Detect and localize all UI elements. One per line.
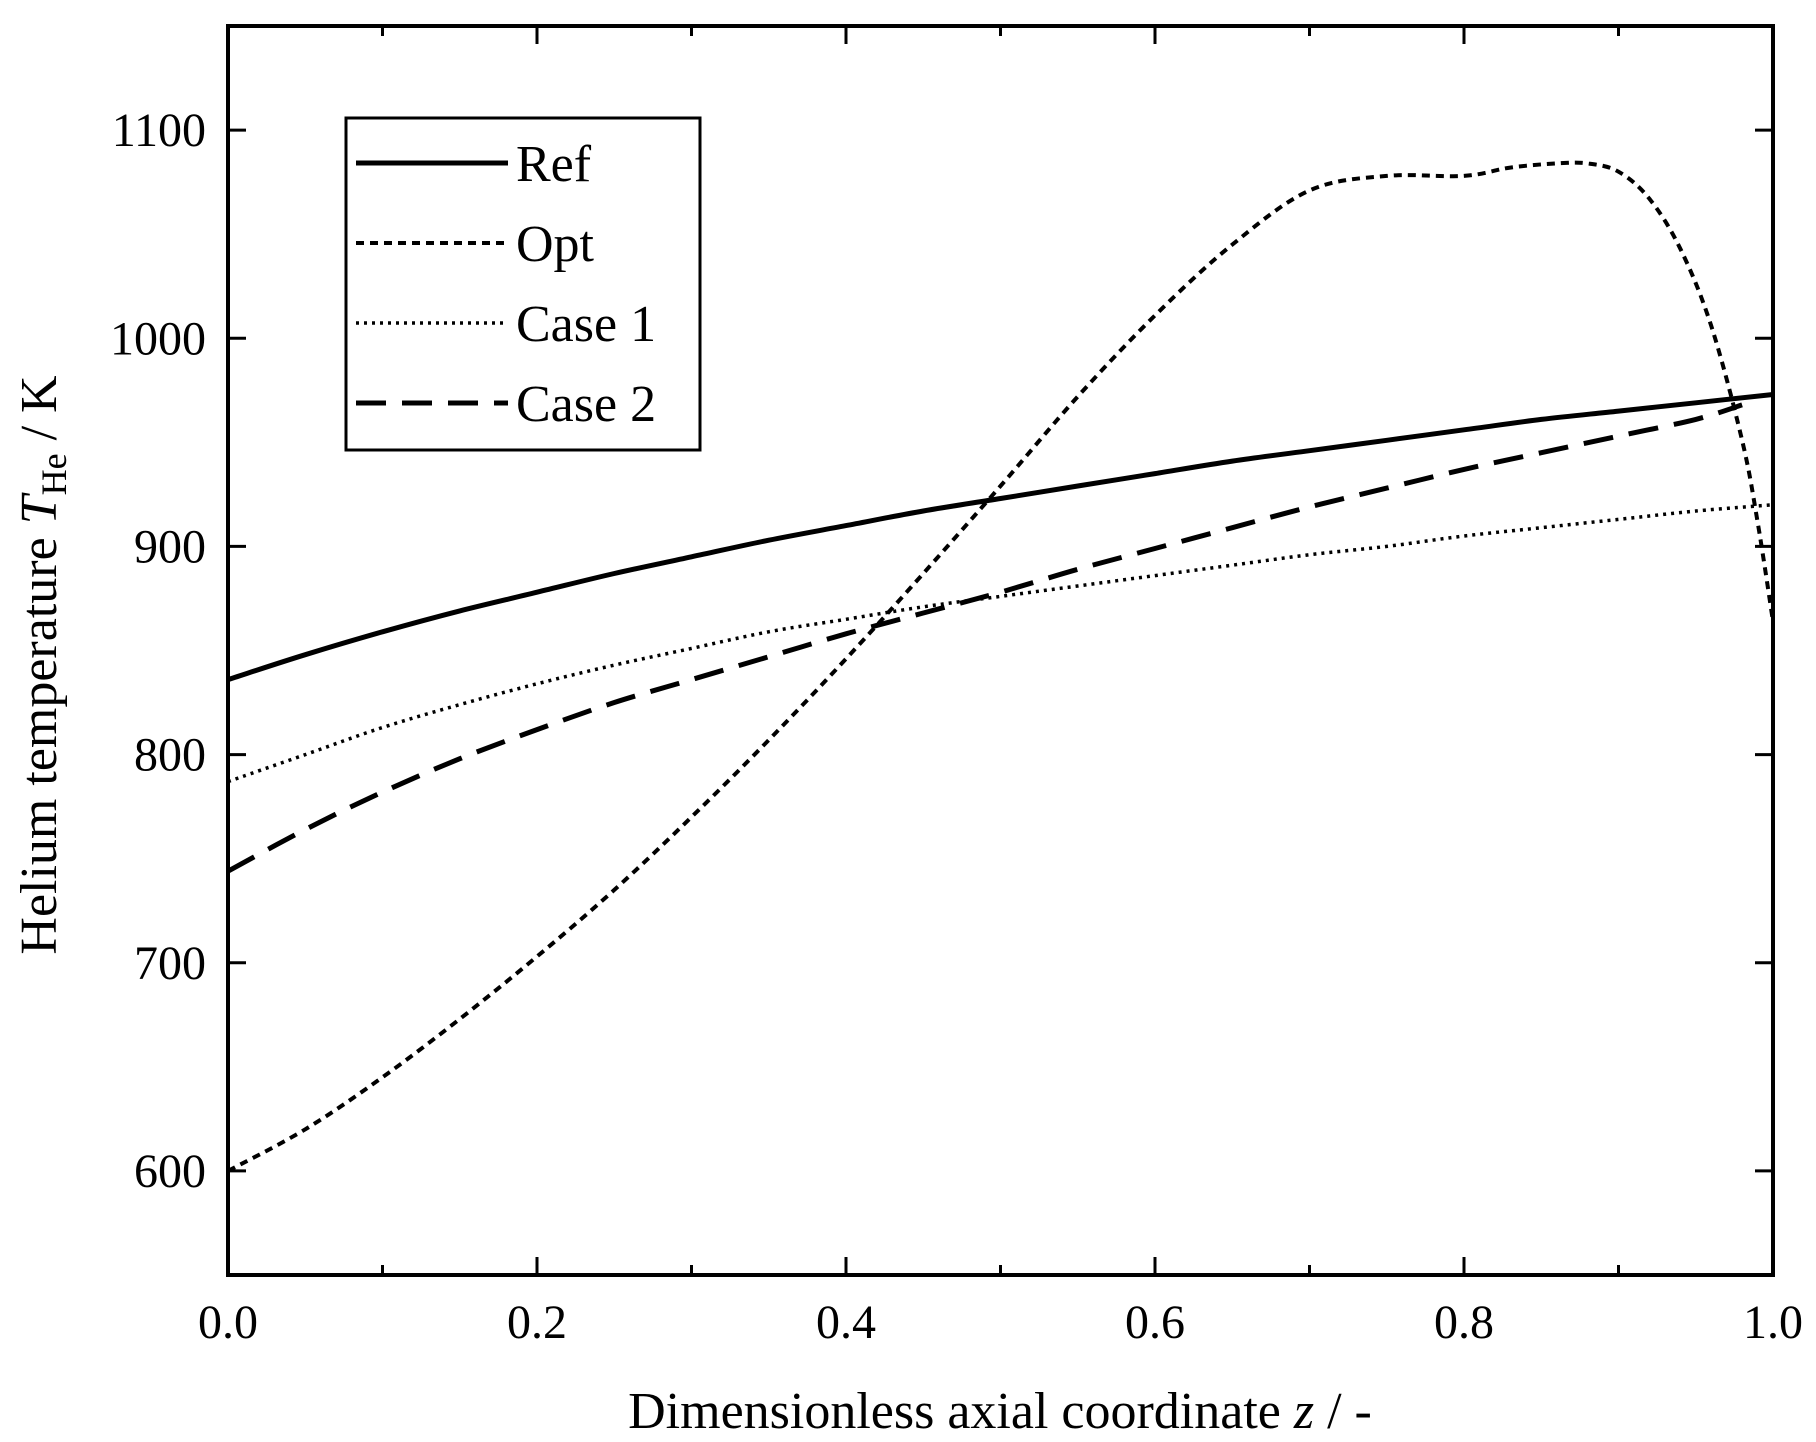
y-axis-title-subscript: He [34, 453, 74, 495]
series-line-case-1 [227, 503, 1774, 784]
series-layer [226, 160, 1775, 1173]
y-tick-label: 600 [134, 1145, 206, 1198]
x-axis-title: Dimensionless axial coordinate z / - [628, 1383, 1372, 1440]
y-tick-label: 1100 [112, 104, 206, 157]
series-line-case-2 [226, 402, 1743, 874]
legend-label-ref: Ref [516, 136, 592, 193]
y-tick-label: 900 [134, 520, 206, 573]
x-axis: 0.0 0.2 0.4 0.6 0.8 1.0 [198, 26, 1803, 1349]
legend-items: Ref Opt Case 1 Case 2 [356, 136, 656, 433]
x-tick-label: 0.8 [1434, 1296, 1494, 1349]
y-tick-label: 800 [134, 729, 206, 782]
legend: Ref Opt Case 1 Case 2 [344, 116, 702, 452]
legend-box [344, 116, 702, 452]
y-axis-title-variable: T [11, 492, 68, 524]
x-tick-label: 0.2 [507, 1296, 567, 1349]
y-axis-title-main: Helium temperature [11, 524, 68, 954]
legend-label-opt: Opt [516, 216, 595, 273]
x-tick-label: 0.0 [198, 1296, 258, 1349]
y-axis-title: Helium temperature THe / K [11, 375, 74, 955]
x-axis-title-unit: / - [1314, 1383, 1372, 1440]
y-axis-title-unit: / K [11, 375, 68, 453]
y-tick-label: 1000 [110, 312, 206, 365]
series-line-ref [227, 392, 1774, 682]
x-tick-label: 1.0 [1743, 1296, 1803, 1349]
y-axis: 600 700 800 900 1000 1100 [110, 104, 1773, 1198]
legend-label-case-2: Case 2 [516, 376, 656, 433]
series-line-opt [227, 160, 1775, 1173]
legend-label-case-1: Case 1 [516, 296, 656, 353]
y-tick-label: 700 [134, 937, 206, 990]
x-tick-label: 0.4 [816, 1296, 876, 1349]
x-axis-title-main: Dimensionless axial coordinate [628, 1383, 1294, 1440]
x-tick-label: 0.6 [1125, 1296, 1185, 1349]
x-axis-title-variable: z [1293, 1383, 1314, 1440]
